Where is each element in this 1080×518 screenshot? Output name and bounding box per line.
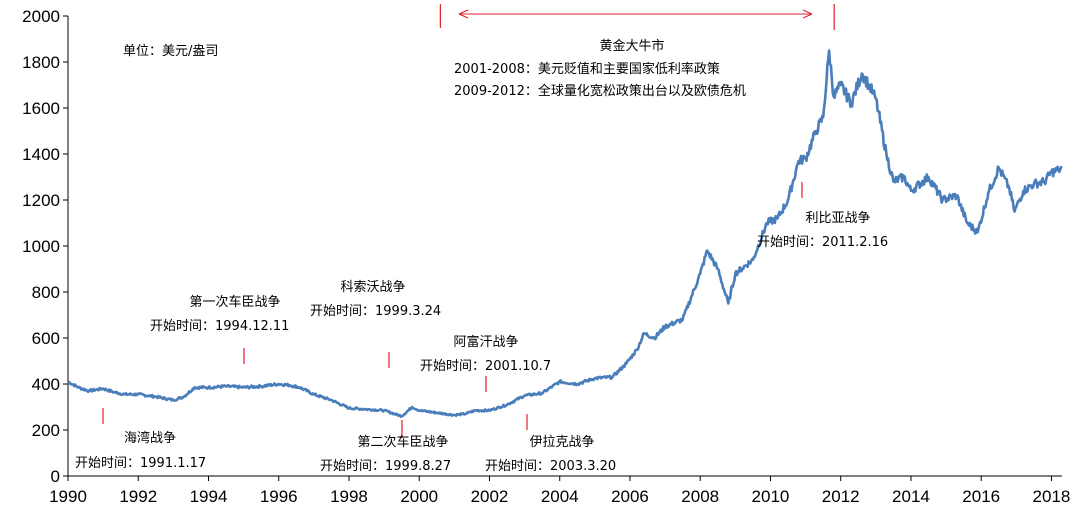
x-tick-label: 2006 — [611, 487, 649, 506]
y-tick-label: 0 — [51, 467, 60, 486]
event-title: 阿富汗战争 — [453, 334, 518, 350]
x-tick-label: 1990 — [49, 487, 87, 506]
x-tick-label: 2016 — [962, 487, 1000, 506]
x-tick-label: 2008 — [681, 487, 719, 506]
y-tick-label: 400 — [32, 375, 60, 394]
gold-price-line — [67, 49, 1063, 419]
bull-market-line2: 2009-2012：全球量化宽松政策出台以及欧债危机 — [454, 83, 746, 99]
event-date: 开始时间：1991.1.17 — [75, 456, 206, 471]
event-date: 开始时间：1999.3.24 — [310, 304, 441, 319]
event-date: 开始时间：2001.10.7 — [420, 359, 551, 374]
x-tick-label: 2010 — [752, 487, 790, 506]
x-tick-label: 2002 — [471, 487, 509, 506]
y-tick-label: 1400 — [22, 145, 60, 164]
event-date: 开始时间：2011.2.16 — [757, 235, 888, 250]
x-tick-label: 1998 — [330, 487, 368, 506]
event-title: 第一次车臣战争 — [189, 294, 280, 310]
event-title: 伊拉克战争 — [529, 435, 594, 450]
event-date: 开始时间：2003.3.20 — [485, 459, 616, 474]
event-date: 开始时间：1999.8.27 — [320, 459, 451, 474]
y-tick-label: 200 — [32, 421, 60, 440]
bull-market-title: 黄金大牛市 — [599, 38, 664, 54]
event-title: 科索沃战争 — [340, 280, 405, 295]
x-tick-label: 1994 — [190, 487, 228, 506]
y-tick-label: 600 — [32, 329, 60, 348]
event-title: 第二次车臣战争 — [357, 434, 448, 450]
bull-arrow-left-head — [458, 9, 469, 19]
bull-market-line1: 2001-2008：美元贬值和主要国家低利率政策 — [454, 61, 720, 77]
event-title: 海湾战争 — [124, 430, 176, 446]
bull-market-annotation: 黄金大牛市 2001-2008：美元贬值和主要国家低利率政策 2009-2012… — [454, 38, 746, 99]
x-tick-label: 1996 — [260, 487, 298, 506]
unit-note: 单位：美元/盎司 — [123, 44, 218, 59]
x-tick-label: 2014 — [892, 487, 930, 506]
x-tick-label: 2012 — [822, 487, 860, 506]
y-tick-label: 2000 — [22, 7, 60, 26]
y-tick-label: 1600 — [22, 99, 60, 118]
event-date: 开始时间：1994.12.11 — [150, 319, 289, 334]
y-tick-label: 1000 — [22, 237, 60, 256]
x-tick-label: 1992 — [119, 487, 157, 506]
event-title: 利比亚战争 — [805, 211, 870, 226]
bull-arrow-right-head — [802, 9, 813, 19]
x-tick-label: 2004 — [541, 487, 579, 506]
y-tick-label: 1200 — [22, 191, 60, 210]
x-tick-label: 2018 — [1033, 487, 1071, 506]
y-tick-label: 800 — [32, 283, 60, 302]
x-tick-label: 2000 — [400, 487, 438, 506]
y-tick-label: 1800 — [22, 53, 60, 72]
axes: 0 200 400 600 800 1000 1200 1400 1600 1800 2000 199… — [22, 7, 1070, 506]
